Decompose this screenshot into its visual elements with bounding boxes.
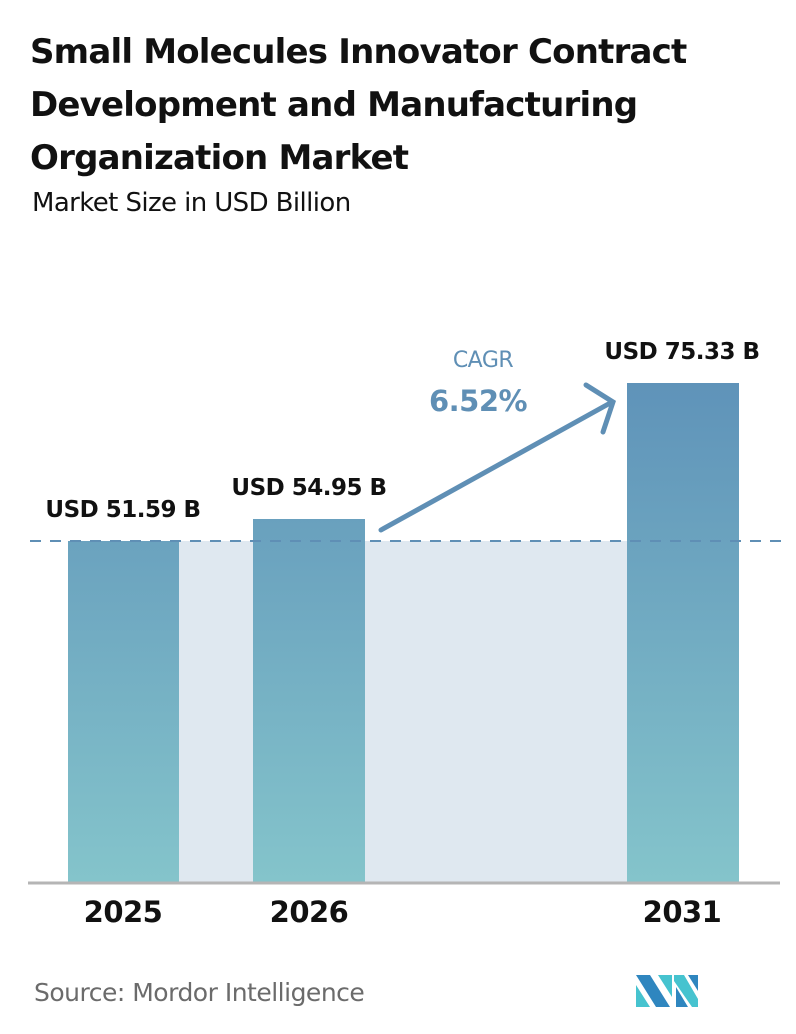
chart-title: Small Molecules Innovator Contract Devel… <box>30 32 687 178</box>
mordor-intelligence-logo-icon <box>636 975 698 1007</box>
bar-2026 <box>253 519 365 882</box>
growth-fill-region <box>179 541 627 882</box>
cagr-label: CAGR <box>452 348 514 373</box>
bar-label-2025: USD 51.59 B <box>45 497 201 523</box>
x-tick-2025: 2025 <box>83 895 163 929</box>
source-text: Source: Mordor Intelligence <box>34 978 365 1007</box>
bar-2025 <box>68 541 179 882</box>
bar-2031 <box>627 383 739 882</box>
cagr-value: 6.52% <box>428 384 528 418</box>
bar-label-2026: USD 54.95 B <box>231 475 387 501</box>
x-tick-2031: 2031 <box>642 895 722 929</box>
bar-label-2031: USD 75.33 B <box>604 339 760 365</box>
cagr-arrow-icon <box>378 382 616 533</box>
x-tick-2026: 2026 <box>269 895 349 929</box>
chart-subtitle: Market Size in USD Billion <box>32 188 351 218</box>
